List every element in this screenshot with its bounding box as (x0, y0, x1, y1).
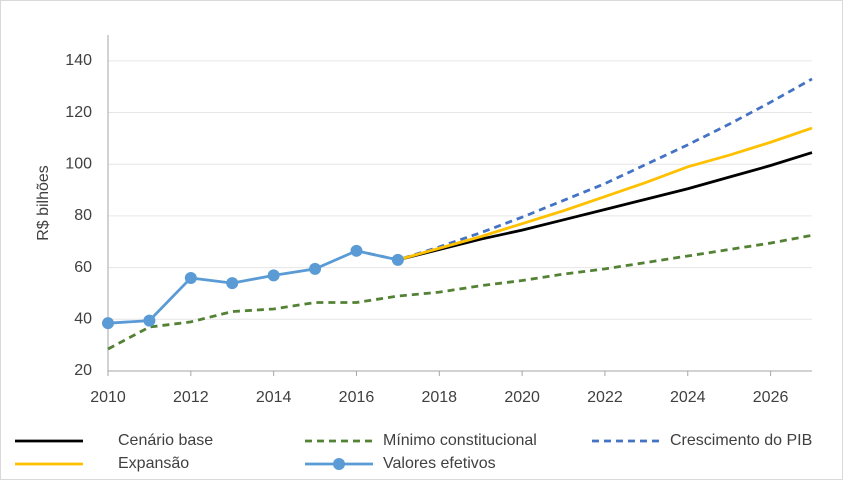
legend-label: Valores efetivos (383, 455, 496, 472)
data-point (143, 314, 156, 327)
legend-label: Expansão (118, 455, 189, 472)
series-line (107, 233, 813, 351)
y-tick-label: 20 (74, 362, 92, 379)
y-tick-label: 80 (74, 207, 92, 224)
legend-marker (333, 458, 345, 470)
y-axis-label: R$ bilhões (35, 165, 52, 241)
y-tick-label: 140 (65, 52, 92, 69)
legend-label: Mínimo constitucional (383, 432, 537, 449)
data-point (267, 269, 280, 282)
data-point (391, 253, 404, 266)
data-point (102, 317, 114, 330)
x-tick-label: 2012 (173, 389, 209, 406)
y-tick-label: 100 (65, 155, 92, 172)
series-line (397, 126, 813, 262)
y-tick-label: 120 (65, 104, 92, 121)
series-line (107, 249, 399, 325)
data-point (226, 277, 239, 290)
x-tick-label: 2014 (256, 389, 292, 406)
x-tick-label: 2020 (504, 389, 540, 406)
y-tick-label: 40 (74, 311, 92, 328)
x-tick-label: 2018 (421, 389, 457, 406)
data-point (184, 271, 197, 284)
x-tick-label: 2016 (339, 389, 375, 406)
legend-label: Cenário base (118, 432, 213, 449)
legend-label: Crescimento do PIB (670, 432, 812, 449)
x-tick-label: 2010 (90, 389, 126, 406)
series-line (397, 151, 813, 262)
data-point (350, 244, 363, 257)
y-tick-label: 60 (74, 259, 92, 276)
x-tick-label: 2026 (753, 389, 789, 406)
x-tick-label: 2022 (587, 389, 623, 406)
x-tick-label: 2024 (670, 389, 706, 406)
data-point (309, 262, 322, 275)
